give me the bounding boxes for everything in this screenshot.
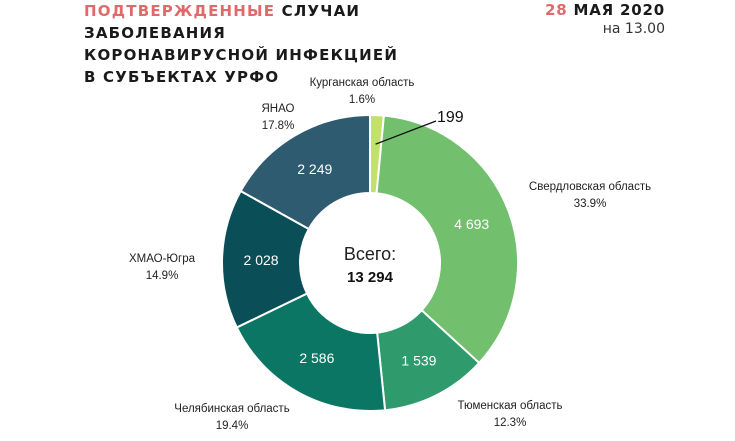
leader-group: 199	[375, 109, 464, 145]
slice-percent-sverdlovsk: 33.9%	[574, 198, 607, 210]
slice-sverdlovsk	[375, 114, 519, 365]
title-line-4: В СУБЪЕКТАХ УРФО	[84, 68, 280, 86]
slice-name-yanao: ЯНАО	[262, 103, 295, 115]
slice-percent-chelyabinsk: 19.4%	[216, 420, 249, 432]
slice-name-chelyabinsk: Челябинская область	[174, 403, 289, 415]
center-label: Всего:	[344, 244, 396, 264]
date-day: 28	[545, 1, 568, 19]
title-line-3: КОРОНАВИРУСНОЙ ИНФЕКЦИЕЙ	[84, 46, 399, 64]
slice-percent-yanao: 17.8%	[262, 120, 295, 132]
leader-line-kurgan	[375, 120, 437, 145]
date-line: 28 МАЯ 2020	[545, 0, 665, 20]
slice-value-khmao: 2 028	[244, 252, 279, 268]
slice-name-sverdlovsk: Свердловская область	[529, 181, 651, 193]
title-highlight: ПОДТВЕРЖДЕННЫЕ	[84, 2, 276, 20]
slice-percent-khmao: 14.9%	[146, 270, 179, 282]
slice-value-chelyabinsk: 2 586	[299, 350, 334, 366]
title-line-1: ПОДТВЕРЖДЕННЫЕ СЛУЧАИ	[84, 0, 398, 22]
time-label: на 13.00	[602, 21, 665, 37]
slices-group	[221, 113, 519, 412]
slice-value-kurgan: 199	[437, 109, 464, 126]
title-line-1-rest: СЛУЧАИ	[275, 2, 361, 20]
slice-percent-kurgan: 1.6%	[349, 94, 375, 106]
slice-name-kurgan: Курганская область	[310, 77, 415, 89]
slice-percent-tyumen: 12.3%	[494, 417, 527, 429]
slice-value-tyumen: 1 539	[401, 352, 436, 368]
inner-labels-group: 4 693 1 539 2 586 2 028 2 249	[244, 161, 490, 368]
slice-chelyabinsk	[235, 292, 387, 412]
slice-name-tyumen: Тюменская область	[457, 400, 562, 412]
date-block: 28 МАЯ 2020 на 13.00	[545, 0, 665, 38]
slice-value-sverdlovsk: 4 693	[454, 216, 489, 232]
outer-labels-group: Курганская область 1.6% Свердловская облас…	[129, 77, 651, 432]
date-month: МАЯ 2020	[567, 1, 665, 19]
slice-value-yanao: 2 249	[297, 161, 332, 177]
center-total: 13 294	[347, 269, 394, 286]
title-line-2: ЗАБОЛЕВАНИЯ	[84, 24, 227, 42]
slice-name-khmao: ХМАО-Югра	[129, 253, 196, 265]
slice-yanao	[239, 113, 371, 231]
chart-title: ПОДТВЕРЖДЕННЫЕ СЛУЧАИ ЗАБОЛЕВАНИЯ КОРОНА…	[84, 0, 398, 88]
